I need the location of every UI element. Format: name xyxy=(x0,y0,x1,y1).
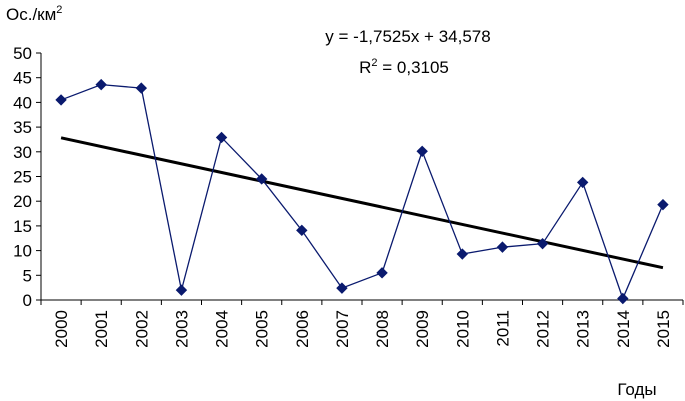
trend-r2-prefix: R xyxy=(359,58,371,77)
data-point-marker xyxy=(336,282,348,294)
data-point-marker xyxy=(576,176,589,189)
trendline xyxy=(60,136,664,270)
series-polyline xyxy=(60,83,664,301)
data-point-marker xyxy=(135,82,148,94)
trend-r2-text: R2 = 0,3105 xyxy=(359,57,449,77)
data-point-marker xyxy=(416,145,428,158)
x-axis-label: Годы xyxy=(617,380,656,399)
data-point-marker xyxy=(215,131,228,144)
y-tick-label: 25 xyxy=(13,168,32,187)
x-tick-label: 2005 xyxy=(253,310,272,348)
x-tick-label: 2013 xyxy=(574,310,593,348)
data-point-marker xyxy=(175,284,188,296)
y-tick-label: 10 xyxy=(13,242,32,261)
data-point-marker xyxy=(55,94,67,106)
x-tick-label: 2006 xyxy=(293,310,312,348)
series-line xyxy=(60,83,664,301)
y-axis-label-superscript: 2 xyxy=(56,4,62,16)
data-point-marker xyxy=(617,292,629,305)
data-point-marker xyxy=(496,241,509,253)
y-tick-label: 50 xyxy=(13,44,32,63)
x-tick-label: 2000 xyxy=(52,310,71,348)
data-point-marker xyxy=(456,248,469,260)
y-tick-label: 40 xyxy=(13,93,32,112)
y-tick-label: 0 xyxy=(23,291,32,310)
y-tick-label: 35 xyxy=(13,118,32,137)
y-tick-label: 20 xyxy=(13,192,32,211)
x-tick-label: 2009 xyxy=(413,310,432,348)
trend-r2-value: = 0,3105 xyxy=(378,58,449,77)
y-tick-label: 5 xyxy=(23,266,32,285)
data-point-marker xyxy=(657,198,669,211)
trend-equation-text: y = -1,7525x + 34,578 xyxy=(325,27,490,46)
x-tick-label: 2010 xyxy=(453,310,472,348)
x-tick-label: 2014 xyxy=(614,310,633,348)
y-tick-label: 45 xyxy=(13,69,32,88)
x-ticks: 2000 2001 2002 2003 2004 2005 2006 2007 2008 2009… xyxy=(40,300,684,348)
x-tick-label: 2001 xyxy=(92,310,111,348)
series-markers xyxy=(55,78,669,305)
x-tick-label: 2008 xyxy=(373,310,392,348)
y-axis-title: Ос./км2 xyxy=(6,4,62,24)
data-point-marker xyxy=(536,237,549,250)
data-point-marker xyxy=(376,267,388,279)
x-tick-label: 2002 xyxy=(132,310,151,348)
data-point-marker xyxy=(95,78,107,91)
data-point-marker xyxy=(255,173,268,185)
svg-text:Ос./км2: Ос./км2 xyxy=(6,4,62,24)
y-ticks: 0 5 10 15 20 25 30 35 40 45 50 xyxy=(13,44,41,310)
y-tick-label: 30 xyxy=(13,143,32,162)
x-tick-label: 2011 xyxy=(493,310,512,347)
x-tick-label: 2003 xyxy=(172,310,191,348)
x-tick-label: 2004 xyxy=(213,310,232,348)
trend-equation: y = -1,7525x + 34,578 R2 = 0,3105 xyxy=(325,27,490,77)
x-tick-label: 2012 xyxy=(534,310,553,348)
x-tick-label: 2015 xyxy=(654,310,673,348)
x-tick-label: 2007 xyxy=(333,310,352,348)
trend-r2-superscript: 2 xyxy=(371,57,377,69)
y-axis-label: Ос./км xyxy=(6,5,56,24)
trendline-path xyxy=(60,136,664,270)
data-point-marker xyxy=(296,224,308,237)
y-tick-label: 15 xyxy=(13,217,32,236)
